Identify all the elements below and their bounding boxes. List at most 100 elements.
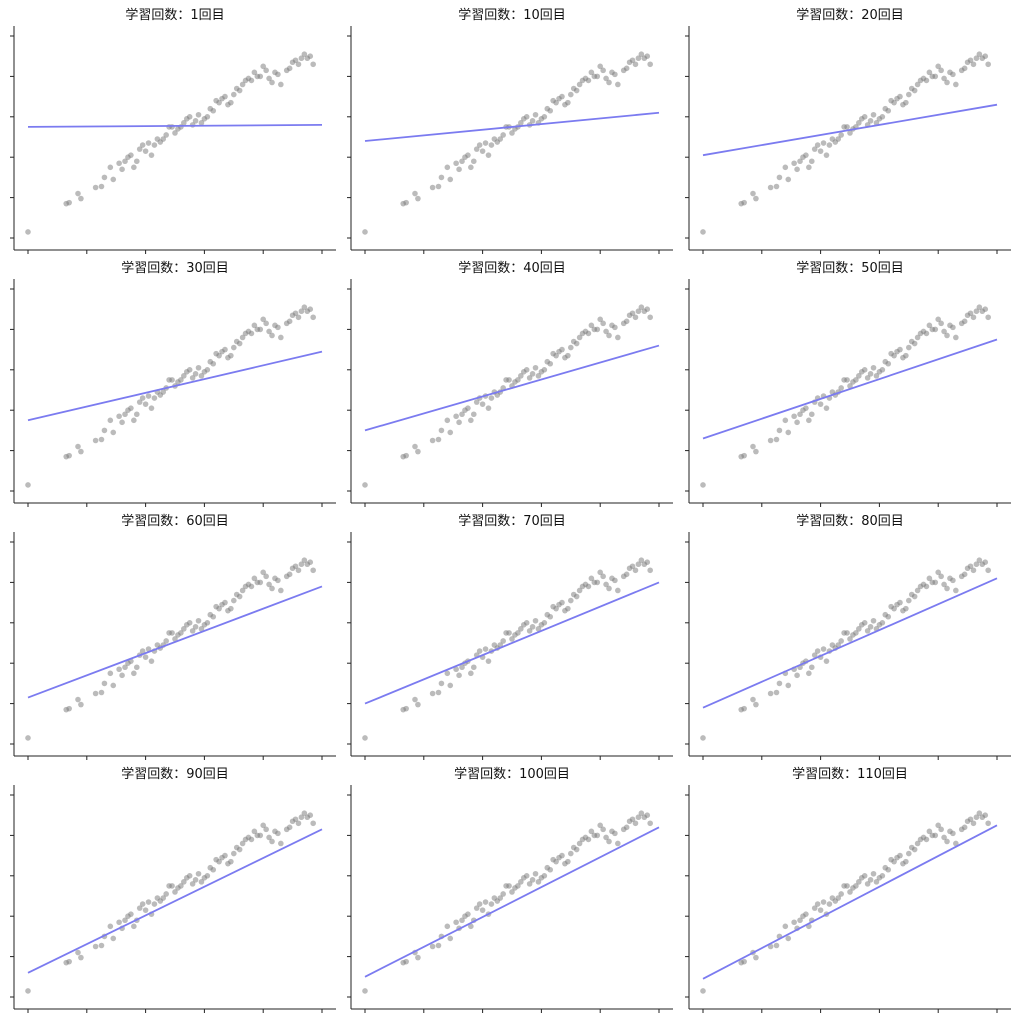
data-point [298, 308, 305, 315]
data-point [295, 567, 302, 574]
data-point [222, 93, 228, 100]
data-point [647, 314, 653, 321]
data-point [588, 575, 595, 582]
data-point [870, 364, 877, 371]
data-point [438, 680, 445, 687]
panel-6: 学習回数：50回目 [685, 260, 1011, 507]
data-point [415, 701, 421, 708]
data-point [497, 895, 504, 901]
data-point [623, 65, 630, 72]
data-point [298, 561, 305, 568]
data-point [509, 636, 515, 642]
data-point [903, 352, 909, 359]
regression-line [702, 338, 998, 440]
data-point [856, 879, 862, 885]
data-point [938, 320, 944, 327]
data-point [953, 81, 959, 88]
data-point [600, 320, 606, 327]
data-point [465, 405, 471, 411]
panel-title: 学習回数：10回目 [458, 7, 566, 23]
data-point [612, 577, 618, 584]
data-point [911, 87, 918, 94]
data-point [298, 55, 305, 62]
data-point [136, 905, 143, 911]
data-point [967, 816, 974, 823]
data-point [222, 852, 228, 859]
data-point [438, 427, 445, 434]
data-point [870, 111, 877, 118]
panel-title: 学習回数：1回目 [125, 7, 224, 23]
data-point [559, 599, 565, 606]
data-point [950, 324, 956, 331]
data-point [500, 132, 506, 138]
data-point [944, 332, 950, 339]
data-point [310, 567, 316, 574]
data-point [803, 911, 809, 917]
data-point [950, 830, 956, 837]
data-point [142, 148, 149, 154]
data-point [470, 664, 477, 671]
data-point [914, 81, 921, 88]
data-point [576, 840, 583, 847]
data-point [885, 866, 892, 873]
panel-5: 学習回数：40回目 [347, 260, 673, 507]
data-point [231, 597, 237, 604]
data-point [515, 630, 521, 636]
data-point [588, 322, 595, 329]
data-point [811, 146, 818, 152]
data-point [66, 199, 72, 206]
data-point [110, 429, 117, 436]
data-point [823, 658, 830, 664]
data-point [623, 318, 630, 325]
data-point [142, 401, 149, 407]
data-point [160, 895, 167, 901]
data-point [122, 158, 128, 165]
data-point [985, 314, 991, 321]
data-point [172, 889, 178, 895]
data-point [773, 942, 780, 949]
data-point [509, 130, 515, 136]
data-point [923, 836, 930, 843]
data-point [776, 174, 783, 181]
data-point [231, 91, 237, 98]
data-point [838, 385, 844, 391]
data-point [773, 689, 780, 696]
data-point [985, 61, 991, 68]
data-point [278, 840, 284, 847]
data-point [547, 107, 554, 114]
data-point [92, 690, 99, 697]
data-point [444, 923, 451, 930]
data-point [122, 411, 128, 418]
data-point [468, 670, 474, 677]
data-point [547, 866, 554, 873]
data-point [867, 624, 874, 630]
data-point [275, 324, 281, 331]
data-point [867, 118, 874, 124]
data-point [136, 399, 143, 405]
data-point [286, 65, 293, 72]
panel-7: 学習回数：60回目 [10, 513, 336, 760]
data-point [794, 672, 800, 679]
data-point [181, 120, 187, 126]
data-point [541, 367, 548, 373]
data-point [301, 810, 308, 816]
data-point [700, 735, 706, 741]
data-point [292, 310, 299, 317]
data-point [78, 448, 84, 455]
data-point [172, 636, 178, 642]
data-point [585, 836, 592, 843]
regression-line [364, 581, 660, 705]
data-point [782, 164, 789, 171]
data-point [853, 883, 859, 889]
data-point [926, 69, 933, 76]
data-point [133, 664, 140, 671]
data-point [982, 306, 989, 313]
data-point [911, 846, 918, 853]
data-point [497, 136, 504, 142]
data-point [292, 816, 299, 823]
data-point [251, 828, 258, 835]
data-point [791, 160, 797, 167]
data-point [906, 344, 912, 351]
data-point [178, 377, 184, 383]
data-point [565, 99, 571, 106]
